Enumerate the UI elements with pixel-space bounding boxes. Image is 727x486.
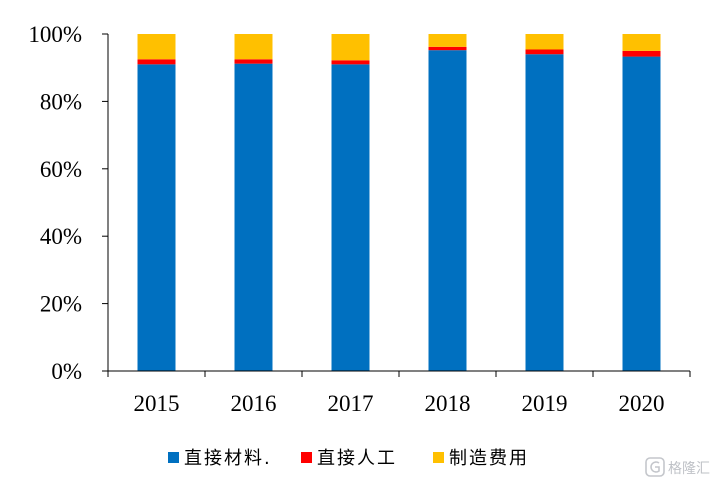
- bar-segment: [234, 59, 273, 64]
- bar-segment: [428, 50, 467, 372]
- y-tick-label: 0%: [51, 359, 82, 384]
- legend-swatch: [433, 452, 444, 463]
- bar-segment: [234, 63, 273, 371]
- watermark: 格隆汇: [645, 457, 710, 477]
- legend-label: 制造费用: [449, 448, 529, 469]
- bar-series-group: [137, 34, 661, 372]
- y-tick-label: 40%: [40, 224, 82, 249]
- legend-label: 直接材料.: [184, 448, 272, 469]
- bar-segment: [622, 50, 661, 57]
- bar-segment: [525, 34, 564, 50]
- legend-swatch: [168, 452, 179, 463]
- y-tick-label: 80%: [40, 89, 82, 114]
- x-tick-label: 2016: [231, 391, 277, 416]
- bar-segment: [137, 59, 176, 65]
- y-tick-label: 20%: [40, 292, 82, 317]
- x-tick-label: 2015: [134, 391, 180, 416]
- bar-segment: [137, 64, 176, 371]
- x-axis: 2015 2016 2017 2018 2019 2020: [107, 370, 691, 416]
- x-tick-label: 2018: [425, 391, 471, 416]
- y-tick-label: 100%: [28, 22, 82, 47]
- x-tick-label: 2020: [619, 391, 665, 416]
- bar-segment: [331, 34, 370, 61]
- bar-segment: [331, 64, 370, 371]
- bar-segment: [137, 34, 176, 60]
- watermark-text: 格隆汇: [668, 461, 710, 477]
- legend-label: 直接人工: [317, 448, 397, 469]
- bar-segment: [428, 34, 467, 47]
- y-axis: 0% 20% 40% 60% 80% 100%: [28, 22, 109, 384]
- bar-segment: [622, 34, 661, 51]
- x-tick-label: 2017: [328, 391, 374, 416]
- gelonghui-logo-icon: [645, 457, 665, 477]
- legend: 直接材料. 直接人工 制造费用: [168, 448, 529, 469]
- bar-segment: [525, 54, 564, 371]
- y-tick-label: 60%: [40, 157, 82, 182]
- bar-segment: [428, 46, 467, 51]
- x-tick-label: 2019: [522, 391, 568, 416]
- bar-segment: [622, 56, 661, 371]
- legend-swatch: [301, 452, 312, 463]
- bar-segment: [234, 34, 273, 60]
- bar-segment: [525, 49, 564, 55]
- bar-segment: [331, 60, 370, 65]
